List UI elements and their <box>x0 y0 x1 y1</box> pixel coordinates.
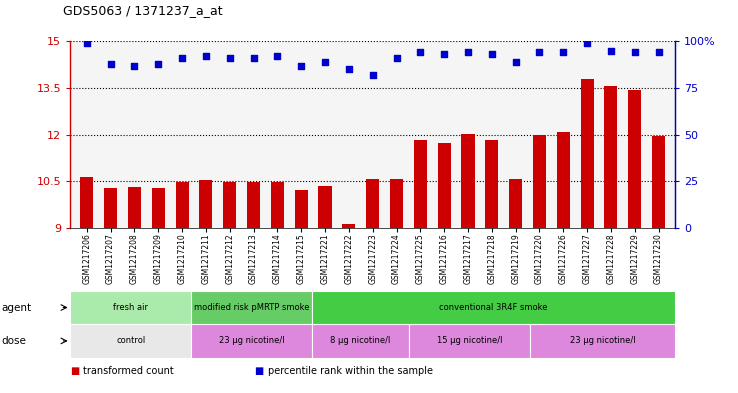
Bar <box>199 180 213 228</box>
Bar <box>312 291 675 324</box>
Text: conventional 3R4F smoke: conventional 3R4F smoke <box>439 303 548 312</box>
Bar <box>366 179 379 228</box>
Point <box>652 49 664 55</box>
Bar <box>312 324 409 358</box>
Bar <box>461 134 475 228</box>
Bar <box>530 324 675 358</box>
Text: ■: ■ <box>70 366 80 376</box>
Bar <box>247 182 260 228</box>
Bar <box>319 186 331 228</box>
Bar <box>294 190 308 228</box>
Text: transformed count: transformed count <box>83 366 174 376</box>
Bar <box>342 224 356 228</box>
Bar <box>628 90 641 228</box>
Text: GDS5063 / 1371237_a_at: GDS5063 / 1371237_a_at <box>63 4 222 17</box>
Bar <box>128 187 141 228</box>
Text: percentile rank within the sample: percentile rank within the sample <box>268 366 433 376</box>
Bar <box>556 132 570 228</box>
Point <box>390 55 402 61</box>
Text: agent: agent <box>1 303 32 312</box>
Bar <box>486 140 498 228</box>
Text: dose: dose <box>1 336 27 346</box>
Bar <box>70 291 191 324</box>
Bar <box>223 182 236 228</box>
Bar <box>509 179 523 228</box>
Point <box>176 55 188 61</box>
Point <box>128 62 140 69</box>
Point <box>462 49 474 55</box>
Point <box>510 59 522 65</box>
Text: control: control <box>116 336 145 345</box>
Point <box>438 51 450 57</box>
Point <box>224 55 235 61</box>
Bar <box>191 324 312 358</box>
Text: ■: ■ <box>255 366 264 376</box>
Point <box>415 49 427 55</box>
Point <box>81 40 93 46</box>
Text: 23 μg nicotine/l: 23 μg nicotine/l <box>219 336 284 345</box>
Point <box>582 40 593 46</box>
Point <box>152 61 164 67</box>
Bar <box>438 143 451 228</box>
Bar <box>533 135 546 228</box>
Bar <box>176 182 189 228</box>
Bar <box>390 179 403 228</box>
Bar <box>581 79 593 228</box>
Point <box>295 62 307 69</box>
Text: 8 μg nicotine/l: 8 μg nicotine/l <box>331 336 391 345</box>
Bar <box>70 324 191 358</box>
Text: modified risk pMRTP smoke: modified risk pMRTP smoke <box>194 303 309 312</box>
Point <box>343 66 355 72</box>
Point <box>557 49 569 55</box>
Point <box>486 51 497 57</box>
Bar <box>80 176 93 228</box>
Bar <box>271 182 284 228</box>
Bar <box>604 86 618 228</box>
Point <box>248 55 260 61</box>
Point <box>272 53 283 59</box>
Point <box>367 72 379 78</box>
Point <box>105 61 117 67</box>
Text: 15 μg nicotine/l: 15 μg nicotine/l <box>437 336 503 345</box>
Bar <box>152 188 165 228</box>
Bar <box>409 324 530 358</box>
Point <box>200 53 212 59</box>
Point <box>319 59 331 65</box>
Bar <box>104 188 117 228</box>
Point <box>534 49 545 55</box>
Point <box>605 48 617 54</box>
Bar <box>414 140 427 228</box>
Text: fresh air: fresh air <box>113 303 148 312</box>
Bar <box>191 291 312 324</box>
Bar <box>652 136 665 228</box>
Text: 23 μg nicotine/l: 23 μg nicotine/l <box>570 336 635 345</box>
Point <box>629 49 641 55</box>
